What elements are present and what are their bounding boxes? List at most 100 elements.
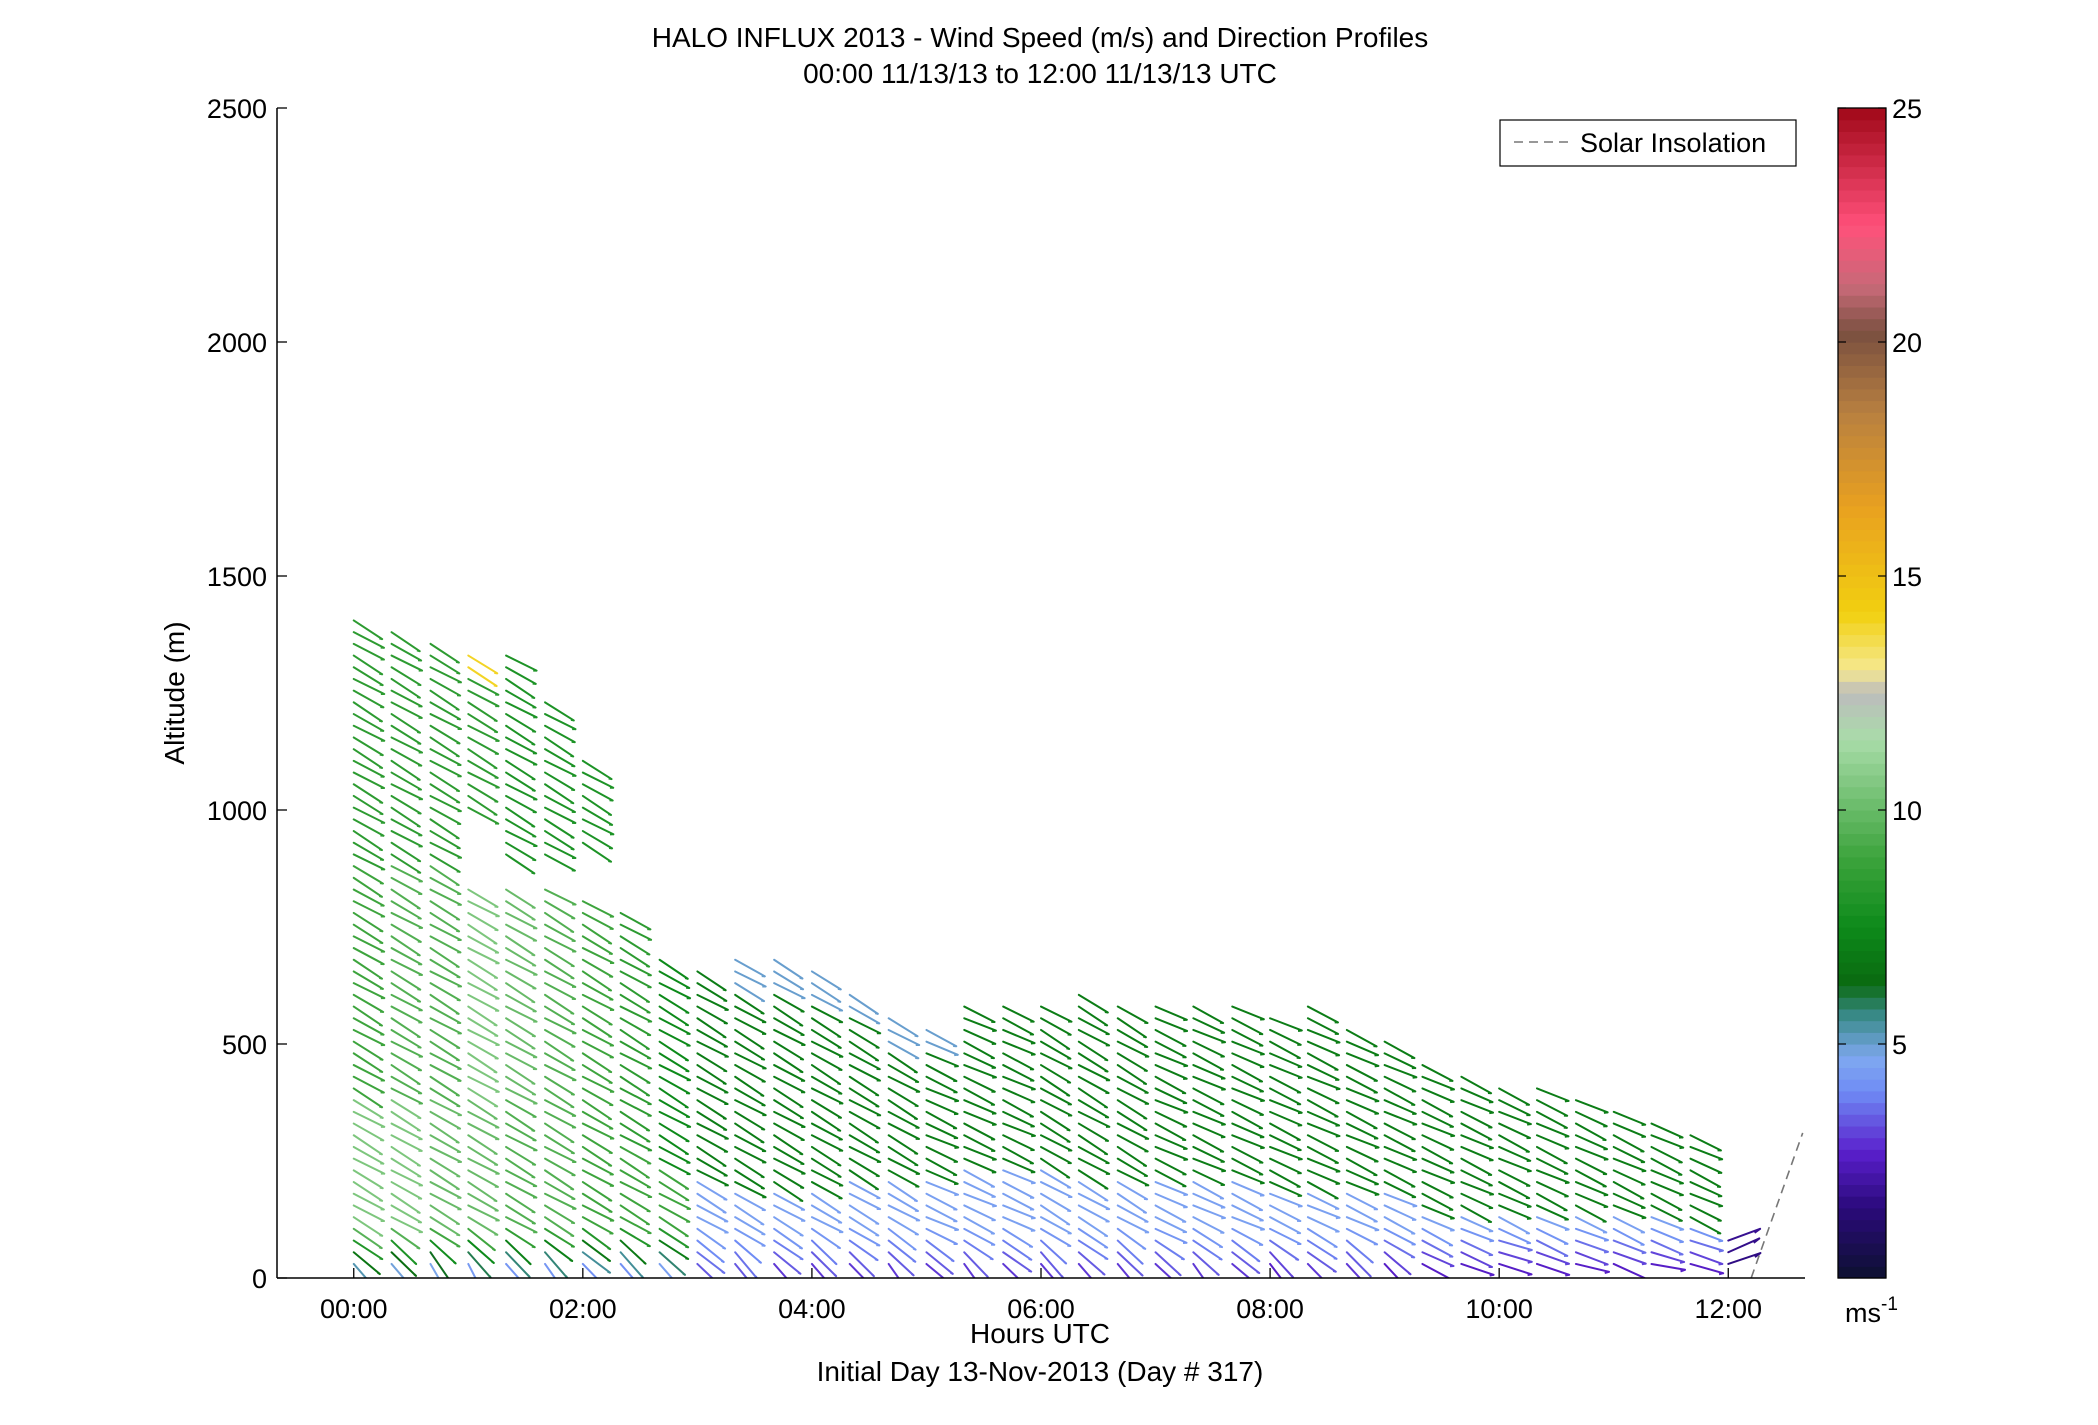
- wind-barb-tip: [494, 1163, 498, 1166]
- wind-barb-tip: [531, 1210, 535, 1214]
- wind-barb: [925, 1028, 958, 1048]
- wind-barb: [1002, 1040, 1036, 1056]
- wind-barb: [505, 818, 537, 838]
- colorbar-cell: [1838, 271, 1886, 285]
- wind-barb: [581, 900, 615, 918]
- wind-barb: [925, 1181, 960, 1196]
- wind-barb: [1612, 1145, 1646, 1164]
- wind-barb-tip: [531, 906, 535, 909]
- wind-barb: [429, 1017, 462, 1035]
- wind-barb-tip: [412, 1288, 413, 1290]
- wind-barb: [390, 1017, 421, 1039]
- wind-barb: [696, 1064, 727, 1085]
- wind-barb: [1727, 1252, 1762, 1265]
- wind-barb: [505, 1262, 520, 1278]
- wind-barb: [619, 1110, 651, 1132]
- wind-barb-tip: [720, 1286, 722, 1288]
- wind-barb-tip: [607, 1247, 611, 1250]
- wind-barb: [963, 1181, 996, 1198]
- wind-barb-tip: [949, 1271, 954, 1275]
- wind-barb: [505, 1169, 538, 1188]
- wind-barb: [1421, 1099, 1454, 1118]
- wind-barb: [887, 1157, 921, 1175]
- wind-barb: [696, 1204, 729, 1223]
- wind-barb: [581, 794, 613, 816]
- wind-barb: [773, 1017, 805, 1036]
- colorbar-cell: [1838, 669, 1886, 682]
- wind-barb-tip: [646, 1140, 650, 1143]
- colorbar-cell: [1838, 1254, 1886, 1267]
- wind-barb: [352, 1134, 383, 1156]
- colorbar-cell: [1838, 388, 1886, 402]
- wind-barb: [619, 911, 652, 931]
- wind-barb-tip: [608, 777, 612, 781]
- wind-barb: [1535, 1099, 1569, 1117]
- wind-barb: [773, 1181, 804, 1202]
- wind-barb-tip: [646, 964, 650, 968]
- wind-barb-tip: [642, 1287, 643, 1289]
- wind-barb-tip: [607, 1270, 611, 1274]
- wind-barb-tip: [833, 1273, 837, 1277]
- wind-barb: [734, 1064, 766, 1083]
- wind-barb-tip: [684, 1058, 689, 1062]
- wind-barb: [1116, 1181, 1149, 1201]
- wind-barb-tip: [1641, 1169, 1646, 1173]
- colorbar-cell: [1838, 657, 1886, 671]
- wind-barb: [1421, 1145, 1454, 1165]
- wind-barb: [696, 1157, 728, 1177]
- wind-barb: [352, 642, 385, 661]
- wind-barb: [544, 923, 576, 942]
- wind-barb: [544, 982, 577, 1000]
- wind-barb: [1345, 1134, 1380, 1149]
- wind-barb: [429, 724, 461, 745]
- wind-barb: [1498, 1192, 1532, 1208]
- wind-barb-tip: [379, 941, 383, 944]
- wind-barb: [1077, 1145, 1110, 1165]
- wind-barb: [429, 654, 461, 675]
- wind-barb: [1269, 1157, 1302, 1175]
- wind-barb: [352, 1169, 384, 1190]
- wind-barb-tip: [1100, 1287, 1101, 1289]
- wind-barb: [429, 1262, 440, 1278]
- wind-barb-tip: [1718, 1205, 1723, 1208]
- wind-barb-tip: [379, 812, 383, 816]
- wind-barb-tip: [494, 730, 498, 734]
- wind-barb: [505, 1005, 538, 1023]
- wind-barb: [467, 736, 500, 755]
- wind-barb-tip: [1564, 1262, 1570, 1266]
- wind-barb: [887, 1040, 920, 1060]
- wind-barb: [1192, 1052, 1225, 1071]
- wind-barb: [544, 1087, 575, 1109]
- wind-barb: [1574, 1169, 1607, 1188]
- wind-barb: [1383, 1110, 1418, 1126]
- wind-barb: [1345, 1052, 1380, 1067]
- wind-barb: [1116, 1251, 1144, 1277]
- wind-barb-tip: [1527, 1249, 1533, 1252]
- wind-barb-tip: [685, 1198, 689, 1202]
- wind-barb: [1231, 1145, 1264, 1164]
- wind-barb: [1612, 1122, 1647, 1138]
- wind-barb: [734, 1052, 767, 1070]
- wind-barb: [925, 1216, 960, 1231]
- wind-barb-tip: [493, 813, 497, 816]
- wind-barb: [544, 1181, 576, 1200]
- wind-barb: [1077, 1005, 1109, 1027]
- colorbar-cell: [1838, 447, 1886, 460]
- wind-barb: [1154, 1087, 1188, 1105]
- wind-barb: [925, 1075, 958, 1094]
- wind-barb-tip: [417, 742, 421, 745]
- colorbar-cell: [1838, 213, 1886, 226]
- wind-barb-tip: [456, 917, 460, 921]
- wind-barb: [390, 1157, 422, 1178]
- wind-barb-tip: [416, 1128, 421, 1132]
- wind-barb: [696, 1251, 726, 1274]
- wind-barb: [352, 923, 384, 945]
- wind-barb: [1535, 1134, 1570, 1150]
- wind-barb-tip: [494, 1104, 498, 1108]
- wind-barb: [467, 1040, 499, 1060]
- wind-barb: [1345, 1040, 1380, 1057]
- wind-barb-tip: [760, 1011, 764, 1015]
- wind-barb: [1002, 1204, 1036, 1220]
- wind-barb-tip: [1368, 1273, 1372, 1278]
- wind-barb: [544, 713, 577, 731]
